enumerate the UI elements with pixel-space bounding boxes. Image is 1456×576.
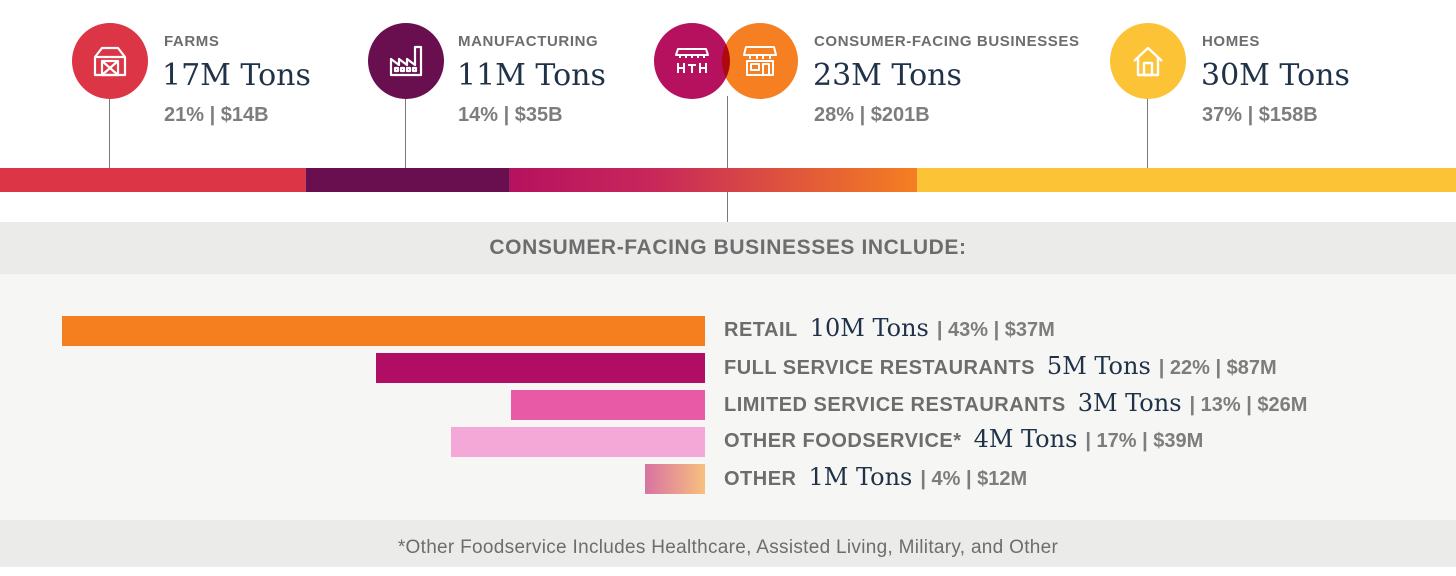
farms-tons: 17M Tons [162,58,311,93]
row-tons: 4M Tons [973,425,1078,453]
other-foodservice-bar [450,427,705,457]
consumer-facing-tons: 23M Tons [813,58,962,93]
farms-meta: 21% | $14B [164,104,269,126]
sector-stacked-bar [0,168,1456,192]
consumer-facing-stem [727,96,728,222]
limited-service-bar [510,390,705,420]
row-meta: | 17% | $39M [1085,430,1204,452]
homes-label: HOMES [1202,33,1261,50]
homes-segment [917,168,1456,192]
restaurant-badge [654,23,730,99]
row-name: RETAIL [724,319,798,341]
row-other: OTHER 1M Tons | 4% | $12M [724,463,1027,499]
row-full-service: FULL SERVICE RESTAURANTS 5M Tons | 22% |… [724,352,1277,388]
consumer-facing-segment [509,168,918,192]
footnote: *Other Foodservice Includes Healthcare, … [397,537,1059,558]
farms-stem [109,96,110,168]
row-tons: 10M Tons [809,314,929,342]
row-name: FULL SERVICE RESTAURANTS [724,357,1035,379]
factory-icon [389,45,423,77]
barn-icon [93,46,127,77]
row-meta: | 22% | $87M [1158,357,1277,379]
storefront-badge [722,23,798,99]
consumer-facing-label: CONSUMER-FACING BUSINESSES [814,33,1080,50]
homes-stem [1147,96,1148,168]
manufacturing-meta: 14% | $35B [458,104,563,126]
consumer-facing-meta: 28% | $201B [814,104,930,126]
farms-segment [0,168,306,192]
farms-label: FARMS [164,33,220,50]
row-name: LIMITED SERVICE RESTAURANTS [724,394,1066,416]
breakdown-title: CONSUMER-FACING BUSINESSES INCLUDE: [489,236,967,259]
homes-tons: 30M Tons [1201,58,1350,93]
storefront-icon [743,46,777,76]
manufacturing-segment [305,168,510,192]
row-name: OTHER FOODSERVICE* [724,430,962,452]
row-limited-service: LIMITED SERVICE RESTAURANTS 3M Tons | 13… [724,389,1307,425]
breakdown-header-band [0,222,1456,274]
house-icon [1133,46,1163,77]
retail-bar [62,316,705,346]
restaurant-icon [675,48,709,73]
row-meta: | 4% | $12M [920,468,1028,490]
manufacturing-label: MANUFACTURING [458,33,599,50]
farms-badge [72,23,148,99]
full-service-bar [376,353,705,383]
row-meta: | 13% | $26M [1189,394,1308,416]
homes-badge [1110,23,1186,99]
manufacturing-badge [368,23,444,99]
manufacturing-tons: 11M Tons [457,58,606,93]
row-name: OTHER [724,468,797,490]
footnote-band [0,520,1456,567]
row-tons: 3M Tons [1077,389,1182,417]
row-retail: RETAIL 10M Tons | 43% | $37M [724,314,1055,350]
other-bar [645,464,705,494]
manufacturing-stem [405,96,406,168]
row-tons: 1M Tons [808,463,913,491]
row-tons: 5M Tons [1046,352,1151,380]
homes-meta: 37% | $158B [1202,104,1318,126]
row-other-foodservice: OTHER FOODSERVICE* 4M Tons | 17% | $39M [724,425,1203,461]
breakdown-body-band [0,274,1456,520]
row-meta: | 43% | $37M [936,319,1055,341]
